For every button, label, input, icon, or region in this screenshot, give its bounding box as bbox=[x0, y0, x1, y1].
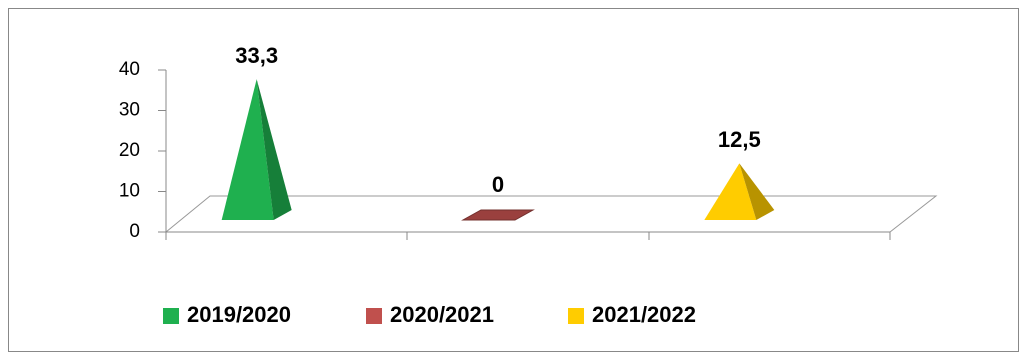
y-tick-label: 0 bbox=[129, 221, 140, 242]
chart-border bbox=[8, 8, 1019, 352]
pyramid-side bbox=[256, 79, 292, 220]
legend-label: 2021/2022 bbox=[592, 302, 696, 327]
y-tick-label: 40 bbox=[119, 59, 140, 80]
pyramid-front bbox=[221, 79, 274, 220]
y-tick-label: 30 bbox=[119, 100, 140, 121]
data-label: 0 bbox=[492, 172, 504, 197]
y-tick-label: 10 bbox=[119, 181, 140, 202]
legend-swatch bbox=[163, 308, 179, 324]
pyramid bbox=[461, 209, 535, 221]
legend-swatch bbox=[568, 308, 584, 324]
pyramid-front bbox=[704, 163, 757, 220]
pyramid bbox=[704, 163, 775, 220]
y-tick-label: 20 bbox=[119, 140, 140, 161]
data-label: 33,3 bbox=[235, 43, 278, 68]
legend-swatch bbox=[366, 308, 382, 324]
legend-label: 2020/2021 bbox=[390, 302, 494, 327]
pyramid-base bbox=[461, 209, 535, 221]
pyramid bbox=[221, 79, 292, 220]
data-label: 12,5 bbox=[718, 127, 761, 152]
pyramid-side bbox=[739, 163, 775, 220]
legend-label: 2019/2020 bbox=[187, 302, 291, 327]
